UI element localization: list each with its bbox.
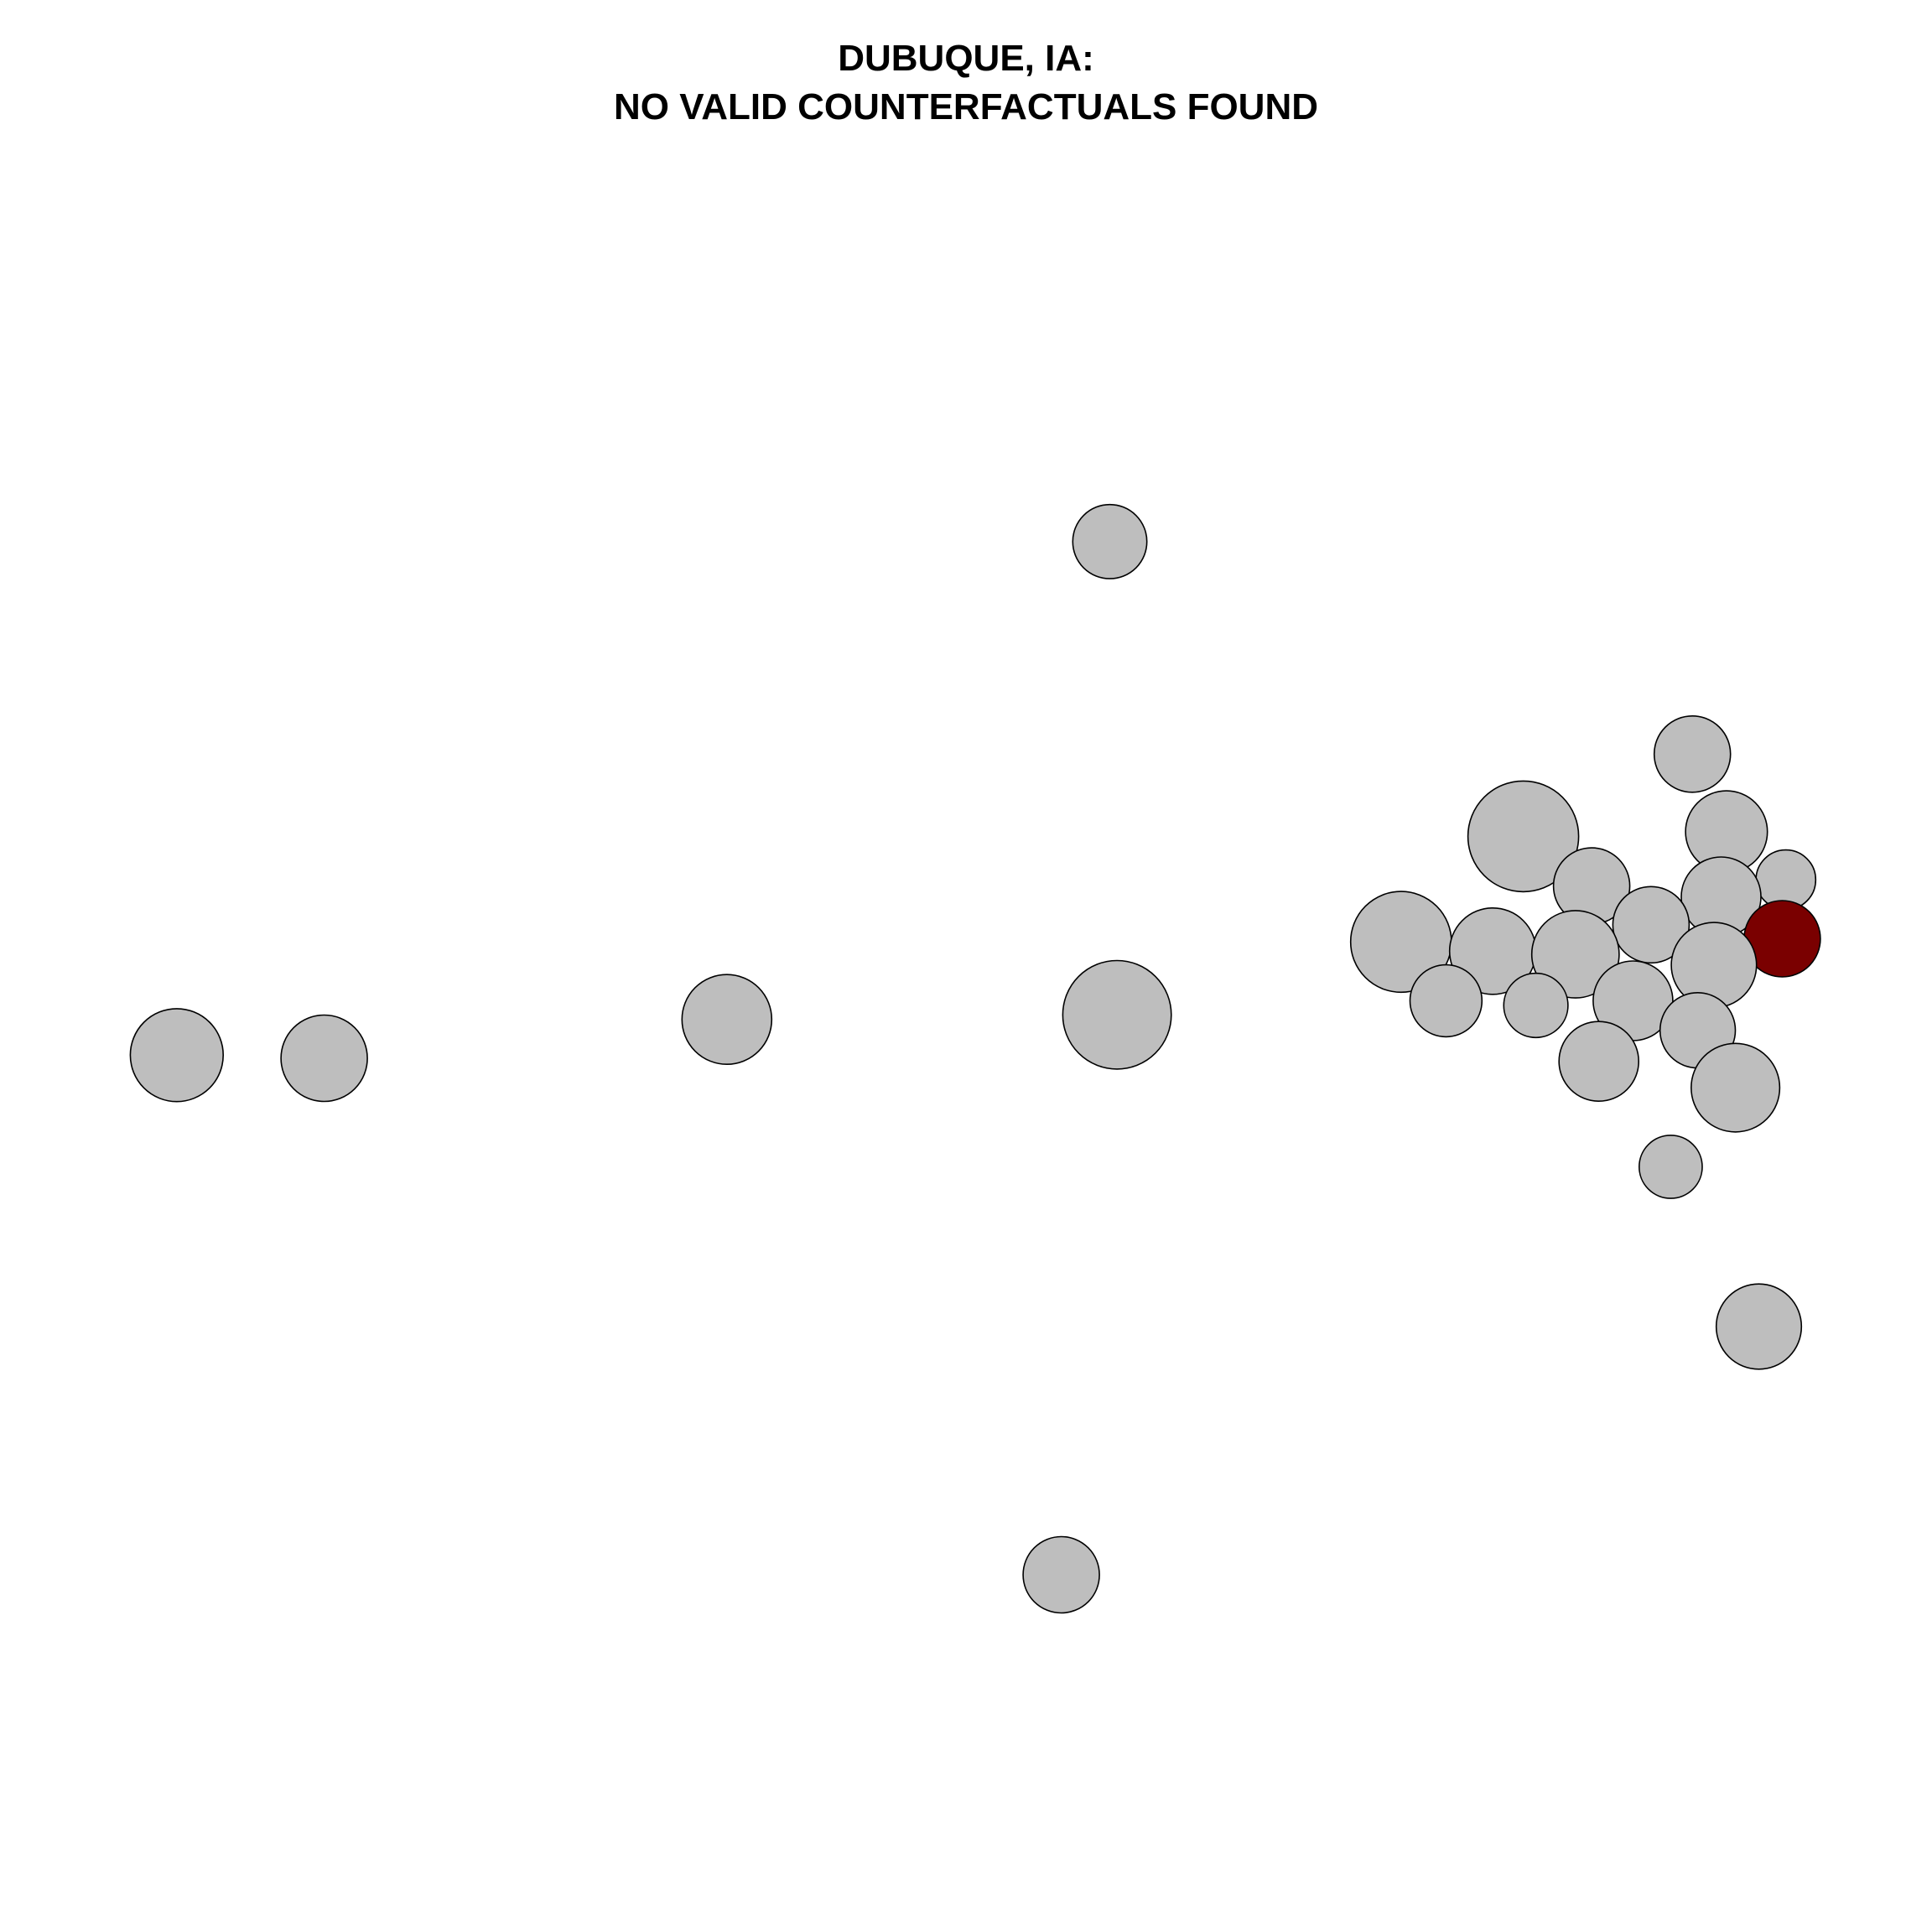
bubble-point-2	[1467, 780, 1580, 893]
bubble-point-11	[1530, 910, 1620, 999]
bubble-layer	[129, 503, 1821, 1614]
bubble-point-22	[1690, 1042, 1781, 1133]
bubble-point-19	[129, 1008, 224, 1103]
bubble-point-24	[1715, 1283, 1803, 1370]
bubble-point-23	[1639, 1135, 1703, 1199]
chart-title-line-2: NO VALID COUNTERFACTUALS FOUND	[614, 86, 1318, 127]
bubble-point-21	[1558, 1021, 1639, 1102]
bubble-point-20	[280, 1014, 368, 1103]
bubble-point-13	[1409, 963, 1483, 1038]
bubble-point-1	[1653, 714, 1732, 793]
bubble-point-17	[681, 974, 773, 1065]
bubble-point-25	[1022, 1535, 1100, 1614]
bubble-point-0	[1072, 503, 1148, 579]
chart-title-line-1: DUBUQUE, IA:	[838, 38, 1094, 79]
bubble-point-7	[1612, 886, 1690, 964]
bubble-point-16	[1062, 959, 1172, 1070]
bubble-point-14	[1503, 972, 1569, 1039]
